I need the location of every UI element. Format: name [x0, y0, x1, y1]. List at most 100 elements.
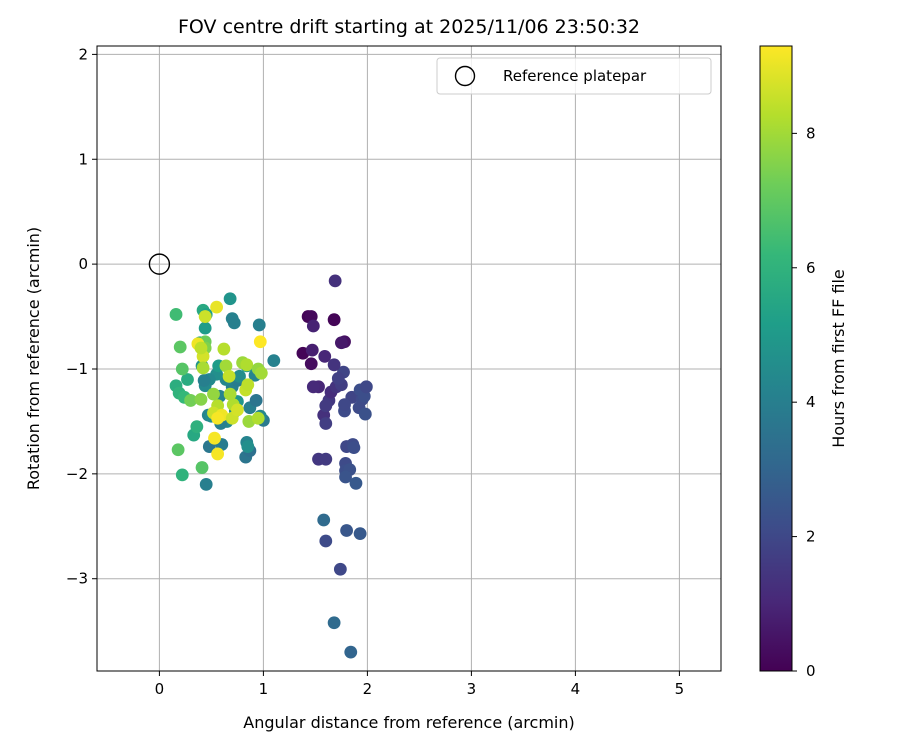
data-point: [223, 292, 237, 306]
data-point: [197, 374, 211, 387]
data-point: [319, 399, 333, 413]
data-point: [219, 359, 233, 373]
x-tick-label: 0: [155, 680, 165, 698]
y-axis-ticks: −3 −2 −1 0 1 2: [66, 45, 97, 588]
x-tick-label: 3: [467, 680, 477, 698]
data-point: [318, 350, 332, 363]
y-tick-label: 2: [78, 45, 88, 63]
y-tick-label: −1: [66, 360, 88, 378]
colorbar-tick-label: 6: [806, 259, 816, 277]
colorbar-gradient: [759, 45, 793, 672]
data-point: [194, 392, 208, 406]
colorbar-label: Hours from first FF file: [829, 269, 848, 448]
y-tick-label: −2: [66, 465, 88, 483]
colorbar-tick-label: 0: [806, 662, 816, 680]
data-point: [240, 358, 254, 372]
data-point: [353, 527, 367, 541]
data-point: [252, 318, 266, 332]
data-point: [233, 369, 246, 383]
data-points: [169, 274, 373, 659]
data-point: [199, 477, 213, 491]
data-point: [327, 358, 341, 372]
x-tick-label: 1: [259, 680, 269, 698]
data-point: [241, 378, 255, 392]
data-point: [339, 470, 352, 484]
data-point: [184, 394, 198, 407]
y-tick-label: 1: [78, 150, 88, 168]
data-point: [319, 417, 333, 430]
data-point: [223, 387, 237, 401]
y-axis-label: Rotation from reference (arcmin): [24, 227, 43, 490]
data-point: [173, 340, 187, 354]
data-point: [207, 387, 220, 401]
colorbar-tick-label: 2: [806, 528, 816, 546]
colorbar-tick-label: 8: [806, 124, 816, 142]
data-point: [331, 372, 345, 385]
data-point: [335, 336, 348, 350]
grid: [97, 46, 721, 671]
data-point: [358, 407, 372, 421]
data-point: [359, 380, 373, 394]
x-axis-label: Angular distance from reference (arcmin): [243, 713, 574, 732]
data-point: [340, 524, 353, 537]
data-point: [227, 316, 241, 330]
data-point: [253, 335, 267, 349]
data-point: [222, 369, 236, 383]
data-point: [196, 361, 210, 375]
data-point: [249, 394, 263, 407]
data-point: [175, 362, 189, 376]
data-point: [328, 274, 342, 288]
data-point: [338, 398, 351, 412]
x-tick-label: 4: [571, 680, 581, 698]
data-point: [306, 319, 320, 333]
reference-platepar-marker: [148, 253, 171, 275]
data-point: [327, 313, 341, 327]
reference-layer: [148, 253, 171, 275]
data-point: [169, 308, 183, 321]
data-point: [198, 321, 212, 335]
data-point: [344, 645, 358, 659]
data-point: [241, 440, 255, 453]
data-point: [211, 447, 225, 461]
x-tick-label: 2: [363, 680, 373, 698]
data-point: [210, 300, 224, 314]
data-point: [327, 616, 341, 630]
data-point: [319, 534, 333, 548]
plot-frame: [96, 45, 722, 672]
data-point: [175, 468, 189, 482]
chart-title: FOV centre drift starting at 2025/11/06 …: [178, 16, 640, 38]
colorbar-ticks: 0 2 4 6 8: [792, 124, 816, 680]
data-point: [171, 443, 185, 457]
x-axis-ticks: 0 1 2 3 4 5: [155, 671, 685, 698]
data-point: [317, 513, 331, 527]
data-point: [211, 411, 225, 425]
data-point: [194, 341, 208, 355]
legend: Reference platepar: [436, 57, 712, 95]
data-point: [251, 411, 265, 425]
data-point: [333, 562, 347, 576]
data-point: [349, 476, 363, 490]
data-point: [267, 354, 281, 367]
data-point: [304, 357, 318, 371]
legend-box: [436, 57, 712, 95]
colorbar-tick-label: 4: [806, 393, 816, 411]
legend-marker-open-circle: [454, 65, 476, 87]
data-point: [208, 431, 221, 445]
data-point: [217, 342, 231, 356]
data-point: [195, 461, 209, 474]
y-tick-label: −3: [66, 570, 88, 588]
x-tick-label: 5: [675, 680, 685, 698]
legend-label: Reference platepar: [503, 67, 647, 85]
data-point: [254, 366, 268, 380]
data-point: [305, 343, 319, 357]
data-point: [306, 380, 320, 394]
data-point: [319, 452, 333, 466]
colorbar: 0 2 4 6 8 Hours from first FF file: [759, 45, 848, 680]
data-point: [231, 403, 244, 417]
y-tick-label: 0: [78, 255, 88, 273]
data-point: [347, 441, 361, 455]
data-point: [198, 310, 212, 323]
data-point: [181, 373, 194, 386]
data-point: [190, 420, 204, 434]
